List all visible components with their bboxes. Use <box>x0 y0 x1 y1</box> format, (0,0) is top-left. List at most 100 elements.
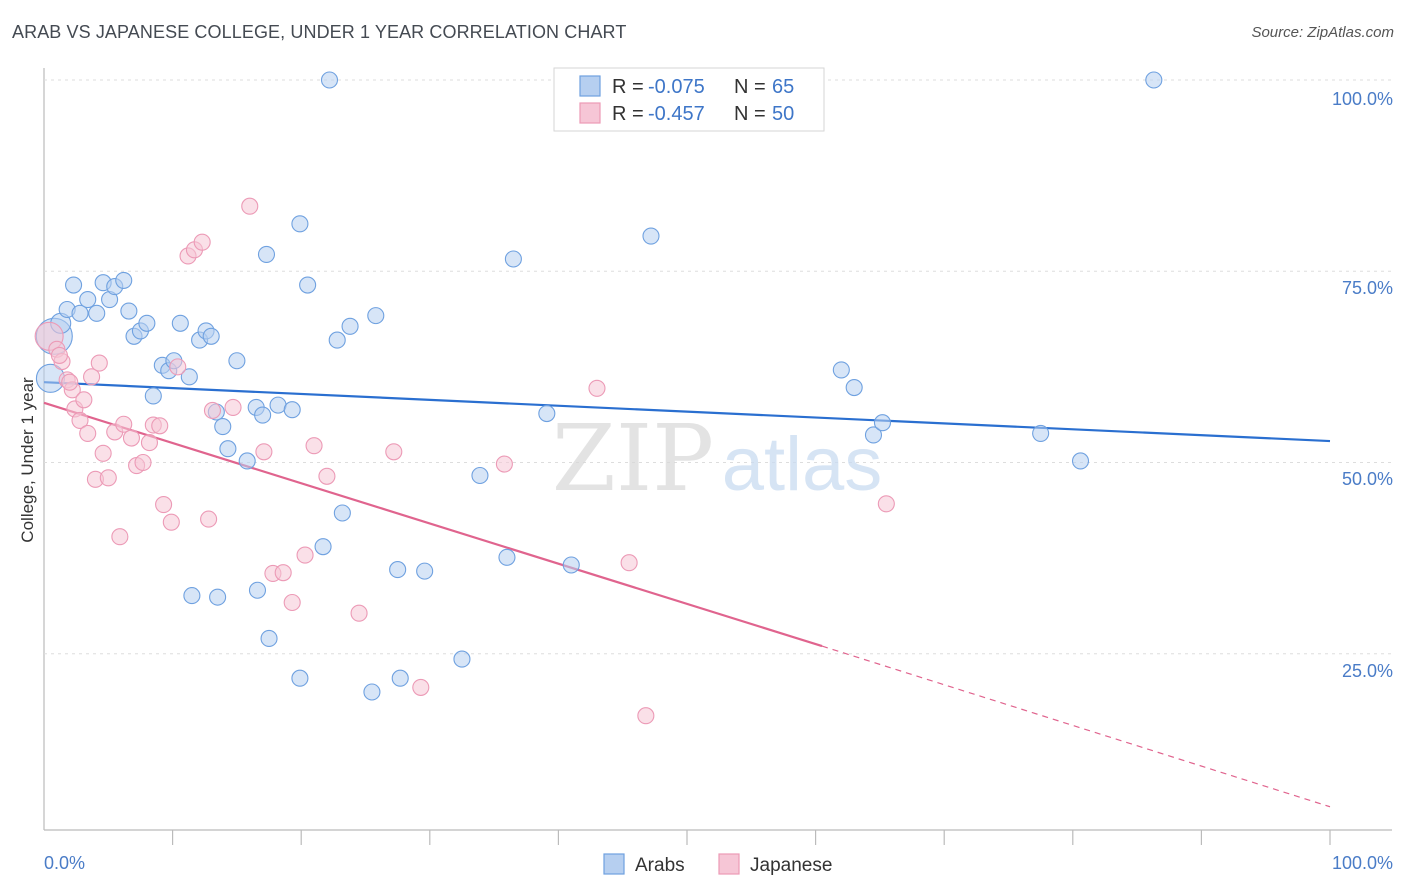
point-arabs-57 <box>248 581 267 599</box>
point-arabs-50 <box>832 361 850 379</box>
point-arabs-60 <box>291 669 309 687</box>
point-japanese-40 <box>350 604 368 622</box>
point-japanese-19 <box>134 453 152 472</box>
point-arabs-26 <box>214 417 232 436</box>
point-arabs-35 <box>291 215 309 233</box>
point-japanese-13 <box>99 469 117 487</box>
point-arabs-51 <box>845 378 863 397</box>
point-japanese-37 <box>296 546 314 564</box>
bottom-legend-arabs-label: Arabs <box>635 855 685 876</box>
point-arabs-46 <box>504 250 522 268</box>
point-arabs-59 <box>183 587 201 605</box>
point-japanese-42 <box>412 678 430 696</box>
point-arabs-12 <box>120 302 138 320</box>
point-arabs-41 <box>367 307 385 325</box>
point-arabs-16 <box>144 387 162 405</box>
y-tick-label-100: 100.0% <box>1332 89 1393 109</box>
point-arabs-31 <box>254 406 272 424</box>
point-japanese-6 <box>71 411 89 429</box>
point-japanese-15 <box>111 528 129 546</box>
point-arabs-6 <box>79 291 97 309</box>
point-arabs-48 <box>562 556 580 574</box>
y-tick-label-50: 50.0% <box>1342 469 1393 489</box>
legend-japanese-n-label: N = <box>734 103 766 125</box>
legend-japanese-n-value: 50 <box>772 103 794 125</box>
point-japanese-33 <box>255 443 273 461</box>
point-japanese-47 <box>877 495 895 513</box>
y-axis-label: College, Under 1 year <box>18 377 37 543</box>
point-arabs-24 <box>202 327 220 345</box>
point-arabs-36 <box>299 276 317 294</box>
point-japanese-8 <box>79 424 97 442</box>
point-japanese-45 <box>620 554 638 572</box>
point-japanese-31 <box>224 398 242 416</box>
point-arabs-34 <box>283 401 301 419</box>
bottom-legend-arabs-swatch <box>603 853 625 875</box>
point-japanese-16 <box>115 415 133 433</box>
legend-arabs-n-value: 65 <box>772 76 794 98</box>
point-arabs-62 <box>363 683 381 701</box>
point-arabs-11 <box>115 271 133 289</box>
point-arabs-55 <box>1071 452 1090 470</box>
bottom-legend-japanese-label: Japanese <box>750 855 832 876</box>
y-tick-label-75: 75.0% <box>1342 278 1393 298</box>
point-japanese-28 <box>193 233 211 251</box>
point-arabs-4 <box>65 276 83 294</box>
point-japanese-23 <box>155 496 173 514</box>
point-arabs-61 <box>320 71 339 89</box>
legend-bottom: Arabs Japanese <box>603 853 832 876</box>
point-japanese-7 <box>75 391 93 409</box>
point-arabs-54 <box>1032 424 1050 442</box>
legend-japanese-swatch <box>579 102 601 124</box>
point-japanese-38 <box>305 437 323 455</box>
trend-line-arabs <box>43 381 1331 443</box>
bottom-legend-japanese-swatch <box>718 853 740 875</box>
legend-top: R = -0.075 N = 65 R = -0.457 N = 50 <box>553 67 825 132</box>
point-arabs-39 <box>333 504 351 522</box>
point-japanese-25 <box>169 358 187 376</box>
point-arabs-37 <box>314 538 332 556</box>
point-arabs-21 <box>180 368 198 386</box>
point-arabs-58 <box>209 588 227 606</box>
x-axis-ticks <box>172 830 1331 845</box>
point-japanese-46 <box>637 707 655 725</box>
point-arabs-29 <box>238 452 256 470</box>
legend-arabs-swatch <box>579 75 601 97</box>
y-tick-labels: 100.0% 75.0% 50.0% 25.0% <box>1332 89 1393 681</box>
y-tick-label-25: 25.0% <box>1342 661 1393 681</box>
point-arabs-15 <box>138 314 156 332</box>
trend-line-japanese-dashed <box>821 645 1331 808</box>
point-japanese-39 <box>318 467 336 485</box>
point-japanese-17 <box>122 429 140 447</box>
legend-japanese-r-value: -0.457 <box>648 103 705 125</box>
point-arabs-32 <box>257 245 276 263</box>
point-japanese-30 <box>203 401 222 420</box>
point-arabs-56 <box>260 629 278 648</box>
point-arabs-28 <box>228 352 246 370</box>
trend-lines <box>43 381 1331 808</box>
x-tick-label-min: 0.0% <box>44 853 85 873</box>
point-japanese-11 <box>90 354 108 372</box>
point-arabs-64 <box>453 650 471 668</box>
point-japanese-35 <box>274 564 292 582</box>
point-arabs-52 <box>864 426 883 444</box>
point-japanese-9 <box>83 368 101 386</box>
point-arabs-33 <box>269 396 287 414</box>
legend-arabs-n-label: N = <box>734 76 766 98</box>
point-japanese-43 <box>495 455 513 473</box>
point-arabs-27 <box>219 440 237 458</box>
point-japanese-36 <box>283 593 301 612</box>
point-japanese-48 <box>50 346 68 364</box>
watermark-zip: ZIP <box>552 405 714 512</box>
gridlines <box>44 79 1392 655</box>
point-arabs-38 <box>328 331 346 349</box>
legend-arabs-r-label: R = <box>612 76 644 98</box>
chart-title: ARAB VS JAPANESE COLLEGE, UNDER 1 YEAR C… <box>12 22 627 42</box>
point-arabs-40 <box>341 317 359 335</box>
point-arabs-45 <box>498 548 516 566</box>
point-arabs-63 <box>391 669 409 687</box>
point-arabs-49 <box>642 227 660 245</box>
watermark-atlas: atlas <box>722 422 883 507</box>
legend-arabs-r-value: -0.075 <box>648 76 705 98</box>
